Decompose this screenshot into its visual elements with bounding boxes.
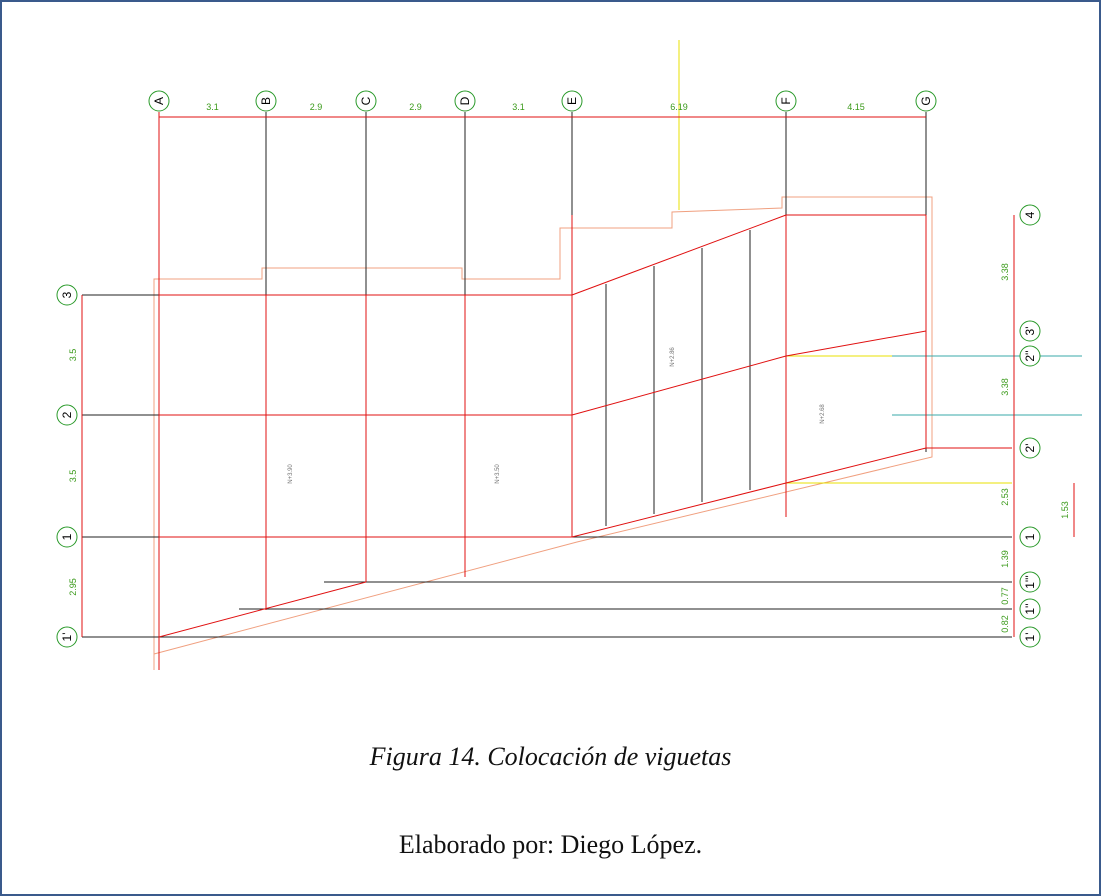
dimension: 6.19 — [670, 102, 688, 112]
plan-drawing: A B C D E F G 3.1 2.9 2.9 3.1 6.19 4.15 3 2 1 1' 3.5 3.5 2.… — [2, 2, 1099, 702]
axis-label: D — [458, 96, 472, 105]
dimension: 4.15 — [847, 102, 865, 112]
axis-label: 1'' — [1023, 603, 1037, 614]
axis-label: B — [259, 97, 273, 105]
dimension: 3.38 — [1000, 378, 1010, 396]
level-mark: N+3.90 — [288, 464, 294, 484]
dimension: 1.53 — [1060, 501, 1070, 519]
dimension: 3.1 — [512, 102, 525, 112]
axis-label: E — [565, 97, 579, 105]
dimension: 2.9 — [310, 102, 323, 112]
dimension: 3.1 — [206, 102, 219, 112]
dimension: 3.5 — [68, 470, 78, 483]
dimension: 0.77 — [1000, 587, 1010, 605]
axis-label: C — [359, 96, 373, 105]
dimension: 0.82 — [1000, 615, 1010, 633]
dimension: 1.39 — [1000, 550, 1010, 568]
axis-label: 1 — [60, 533, 74, 540]
axis-label: 4 — [1023, 211, 1037, 218]
axis-label: 3 — [60, 291, 74, 298]
level-mark: N+2.68 — [820, 404, 826, 424]
axis-label: 3' — [1023, 327, 1037, 336]
dimension: 3.38 — [1000, 263, 1010, 281]
level-mark: N+2.86 — [670, 347, 676, 367]
axis-label: 2 — [60, 411, 74, 418]
axis-label: 1' — [60, 633, 74, 642]
axis-label: 2' — [1023, 444, 1037, 453]
dimension: 2.53 — [1000, 488, 1010, 506]
axis-label: 1''' — [1023, 575, 1037, 589]
dimension: 2.9 — [409, 102, 422, 112]
axis-label: A — [152, 97, 166, 105]
dimension: 3.5 — [68, 349, 78, 362]
axis-label: 1 — [1023, 533, 1037, 540]
axis-label: 1' — [1023, 633, 1037, 642]
axis-label: 2'' — [1023, 350, 1037, 361]
document-frame: A B C D E F G 3.1 2.9 2.9 3.1 6.19 4.15 3 2 1 1' 3.5 3.5 2.… — [0, 0, 1101, 896]
caption: Figura 14. Colocación de viguetas — [2, 742, 1099, 772]
credit: Elaborado por: Diego López. — [2, 830, 1099, 860]
dimension: 2.95 — [68, 578, 78, 596]
axis-label: F — [779, 97, 793, 104]
axis-label: G — [919, 96, 933, 105]
level-mark: N+3.50 — [495, 464, 501, 484]
